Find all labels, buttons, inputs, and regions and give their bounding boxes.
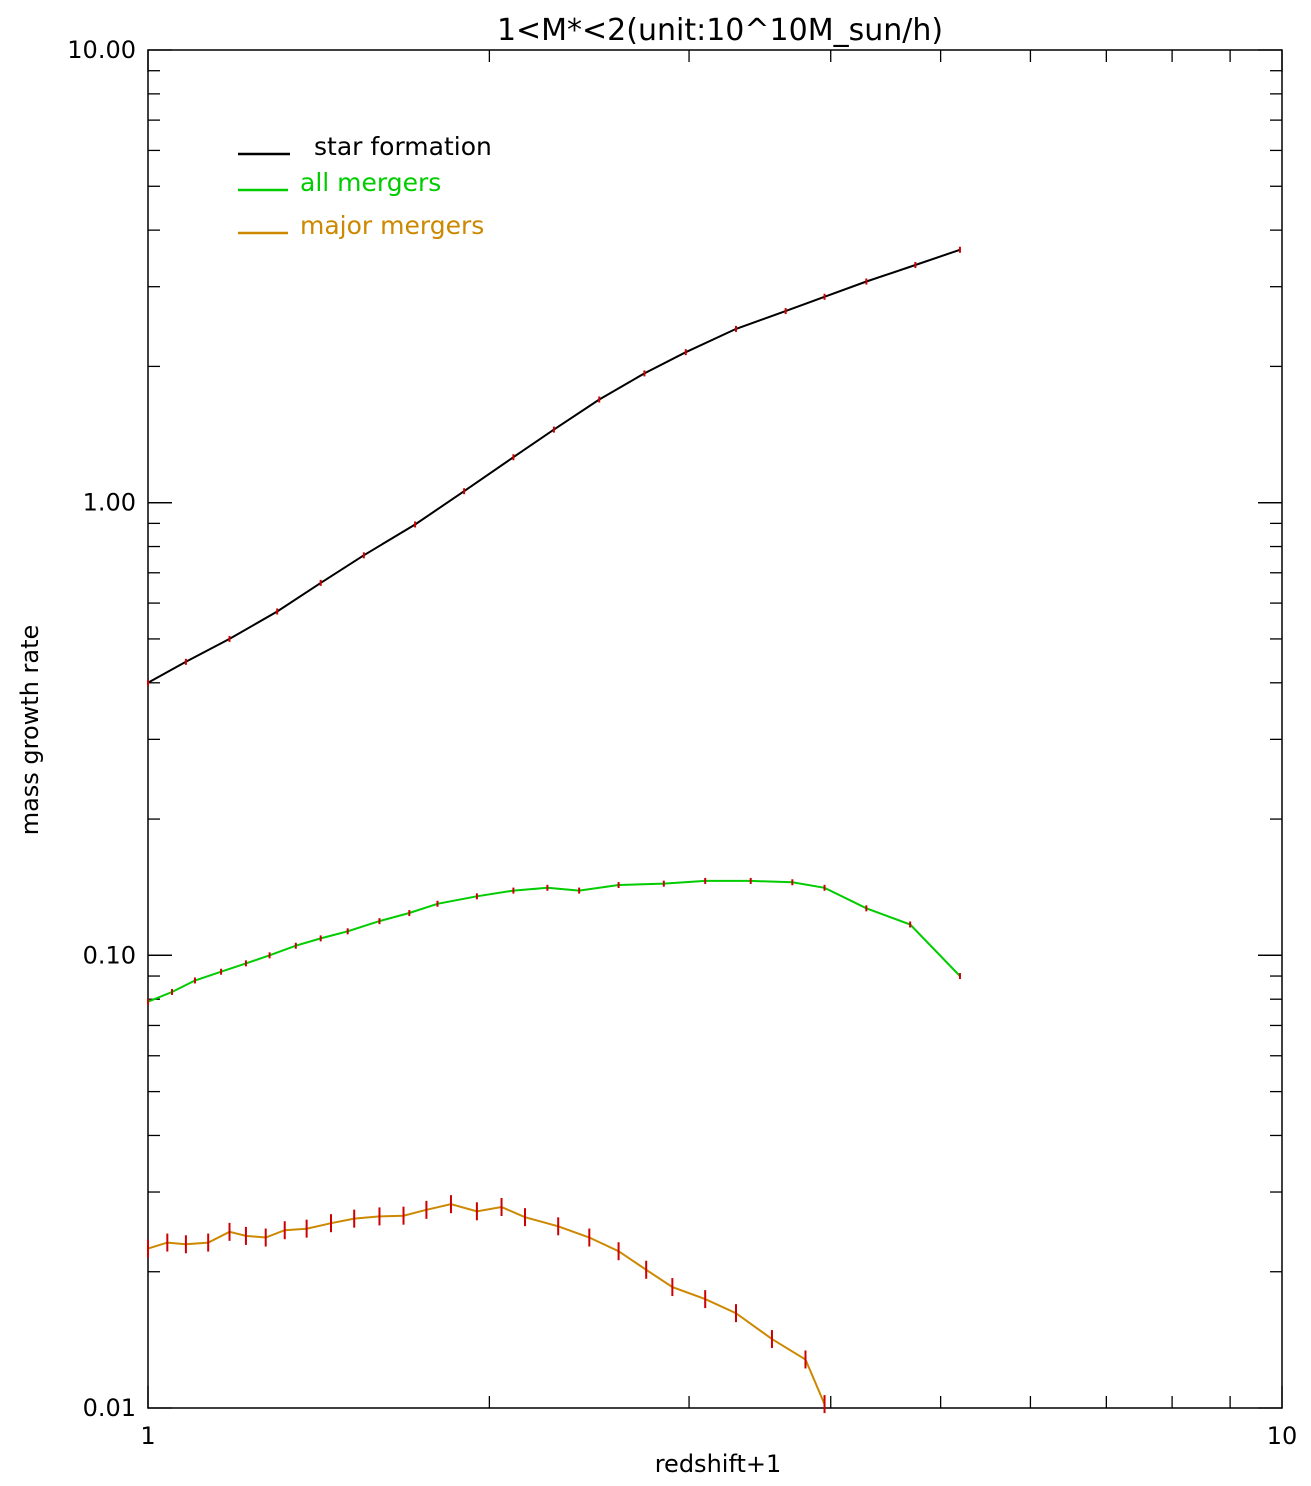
chart-title: 1<M*<2(unit:10^10M_sun/h): [497, 13, 943, 48]
y-tick-label: 0.01: [83, 1394, 136, 1422]
y-tick-label: 10.00: [67, 36, 136, 64]
plot-frame: [147, 49, 1283, 1409]
axis-ticks: [147, 49, 1283, 1409]
legend-label: star formation: [314, 132, 492, 161]
legend-label: all mergers: [300, 168, 441, 197]
x-tick-label: 10: [1267, 1422, 1298, 1450]
series-all-mergers: [147, 877, 961, 1005]
series-major-mergers: [147, 1195, 826, 1414]
x-tick-label: 1: [140, 1422, 155, 1450]
x-axis-label: redshift+1: [655, 1450, 782, 1478]
series-line: [147, 1203, 826, 1405]
legend-entry: all mergers: [238, 168, 441, 197]
series-layer: [147, 246, 961, 1414]
y-tick-label: 1.00: [83, 489, 136, 517]
legend: star formation all mergers major mergers: [238, 132, 492, 240]
legend-entry: major mergers: [238, 211, 484, 240]
legend-label: major mergers: [300, 211, 484, 240]
series-star-formation: [147, 246, 961, 686]
series-line: [147, 248, 961, 684]
tick-labels: 1 10 0.01 0.10 1.00 10.00: [67, 36, 1297, 1450]
y-axis-label: mass growth rate: [16, 625, 44, 836]
plot-border: [147, 49, 1283, 1409]
series-line: [147, 879, 961, 1003]
y-tick-label: 0.10: [83, 941, 136, 969]
legend-entry: star formation: [238, 132, 492, 161]
